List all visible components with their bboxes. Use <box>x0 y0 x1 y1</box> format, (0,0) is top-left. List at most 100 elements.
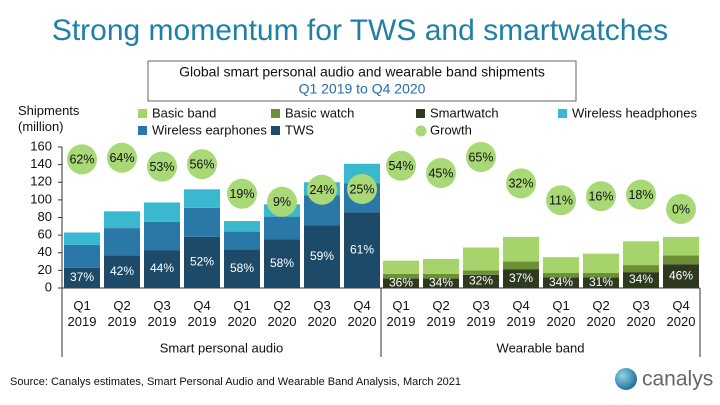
legend-swatch <box>271 109 280 118</box>
bar-segment <box>383 278 419 288</box>
bar-segment <box>663 236 699 256</box>
x-tick-label: Q4 2019 <box>506 298 536 329</box>
share-label: 46% <box>669 268 693 282</box>
bar-segment <box>264 216 300 240</box>
legend-swatch <box>415 125 427 137</box>
bar-segment <box>623 272 659 288</box>
bar-segment <box>104 228 140 256</box>
growth-bubble <box>107 142 137 173</box>
share-label: 31% <box>589 275 613 289</box>
legend-swatch <box>558 109 567 118</box>
bar-segment <box>383 273 419 279</box>
bar-segment <box>423 273 459 279</box>
x-tick-label: Q1 2020 <box>227 298 257 329</box>
x-tick-label: Q3 2019 <box>147 298 177 329</box>
share-label: 36% <box>389 275 413 289</box>
y-tick-label: 100 <box>30 191 52 206</box>
y-tick-label: 60 <box>38 227 52 242</box>
bar-segment <box>623 265 659 273</box>
growth-bubble <box>626 179 656 210</box>
growth-bubble <box>227 178 257 209</box>
share-label: 34% <box>629 272 653 286</box>
bar-segment <box>503 261 539 270</box>
legend-label: TWS <box>285 122 314 137</box>
group-label: Wearable band <box>497 340 585 355</box>
growth-bubble <box>307 174 337 205</box>
legend-label: Basic band <box>152 105 216 120</box>
y-tick-label: 0 <box>45 279 52 294</box>
bar-segment <box>224 249 260 288</box>
growth-bubble <box>187 149 217 180</box>
growth-label: 64% <box>109 151 134 165</box>
subtitle: Q1 2019 to Q4 2020 <box>299 81 426 97</box>
growth-label: 16% <box>588 189 613 203</box>
bar-segment <box>184 189 220 208</box>
source: Source: Canalys estimates, Smart Persona… <box>10 376 461 388</box>
growth-bubble <box>386 150 416 181</box>
growth-label: 62% <box>69 153 94 167</box>
bar-segment <box>184 236 220 288</box>
bar-segment <box>144 221 180 251</box>
subtitle: Global smart personal audio and wearable… <box>179 64 545 80</box>
x-tick-label: Q1 2019 <box>386 298 416 329</box>
legend-label: Basic watch <box>285 105 354 120</box>
y-tick-label: 20 <box>38 262 52 277</box>
legend-swatch <box>138 109 147 118</box>
growth-label: 54% <box>388 159 413 173</box>
growth-label: 53% <box>149 160 174 174</box>
share-label: 34% <box>429 275 453 289</box>
bar-segment <box>503 236 539 262</box>
logo: canalys <box>642 368 713 391</box>
bar-segment <box>104 211 140 229</box>
growth-label: 32% <box>508 177 533 191</box>
y-tick-label: 40 <box>38 244 52 259</box>
bar-segment <box>383 260 419 274</box>
bar-segment <box>543 273 579 278</box>
growth-label: 18% <box>628 188 653 202</box>
bar-segment <box>463 274 499 288</box>
bar-segment <box>184 207 220 237</box>
legend-label: Wireless earphones <box>152 122 267 137</box>
subtitle-box <box>147 60 577 102</box>
bar-segment <box>224 231 260 250</box>
y-axis-label: Shipments (million) <box>18 103 80 134</box>
y-tick-label: 160 <box>30 138 52 153</box>
growth-bubble <box>67 144 97 175</box>
x-tick-label: Q2 2020 <box>267 298 297 329</box>
bar-segment <box>463 270 499 275</box>
x-tick-label: Q4 2019 <box>187 298 217 329</box>
legend-swatch <box>138 126 147 135</box>
logo-globe <box>615 368 637 390</box>
growth-label: 9% <box>273 195 291 209</box>
growth-bubble <box>466 142 496 172</box>
bar-segment <box>144 202 180 222</box>
legend-swatch <box>416 109 425 118</box>
x-tick-label: Q3 2020 <box>307 298 337 329</box>
share-label: 61% <box>350 242 374 256</box>
bar-segment <box>503 269 539 288</box>
bar-segment <box>463 247 499 271</box>
bar-segment <box>423 278 459 288</box>
bar-segment <box>64 244 100 268</box>
bar-segment <box>583 273 619 278</box>
growth-bubble <box>347 174 377 204</box>
growth-bubble <box>506 168 536 199</box>
growth-bubble <box>546 185 576 216</box>
growth-label: 24% <box>309 183 334 197</box>
legend-label: Growth <box>430 122 472 137</box>
chart-title: Strong momentum for TWS and smartwatches <box>52 14 668 47</box>
share-label: 37% <box>509 271 533 285</box>
x-tick-label: Q4 2020 <box>666 298 696 329</box>
x-tick-label: Q2 2019 <box>426 298 456 329</box>
x-tick-label: Q3 2019 <box>466 298 496 329</box>
bar-segment <box>583 277 619 288</box>
x-tick-label: Q3 2020 <box>626 298 656 329</box>
share-label: 52% <box>190 255 214 269</box>
legend-swatch <box>271 126 280 135</box>
x-tick-label: Q1 2019 <box>67 298 97 329</box>
bar-segment <box>543 277 579 288</box>
share-label: 37% <box>70 270 94 284</box>
share-label: 58% <box>230 261 254 275</box>
bar-segment <box>264 239 300 288</box>
